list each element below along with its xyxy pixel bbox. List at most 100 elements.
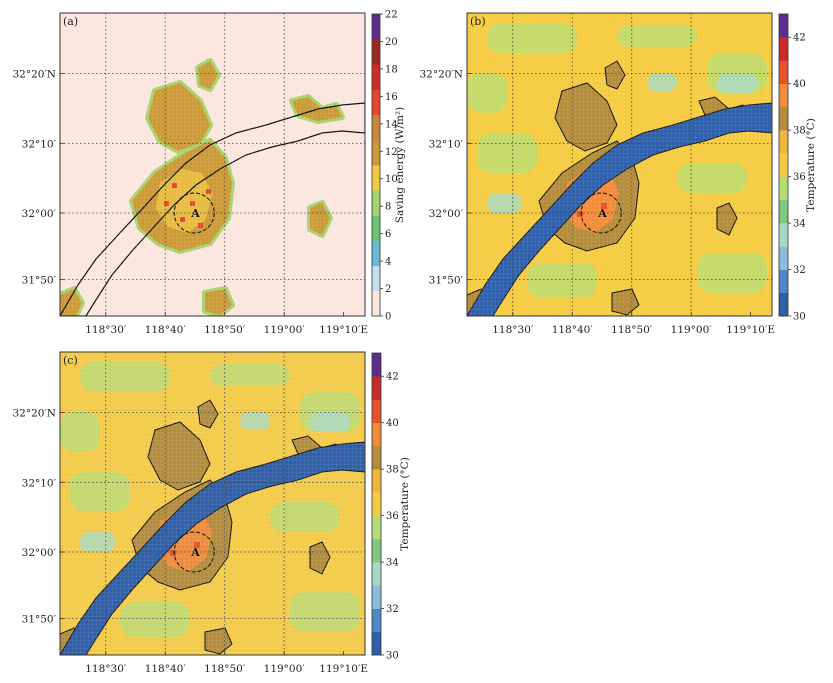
colorbar-segment	[372, 538, 381, 563]
point-a-label: A	[597, 207, 607, 220]
point-a-label: A	[190, 207, 200, 220]
map-content: A (b)	[467, 13, 772, 316]
colorbar-tick-label: 40	[386, 418, 399, 429]
colorbar-frame	[371, 352, 382, 656]
map-frame	[59, 12, 366, 317]
colorbar-tick-label: 36	[386, 511, 399, 522]
map-content: A (c)	[60, 352, 365, 655]
colorbar-tick-label: 8	[385, 202, 391, 213]
colorbar-segment	[372, 190, 380, 216]
colorbar-tick-label: 32	[386, 604, 399, 615]
map-content: A (a)	[60, 13, 365, 316]
colorbar-tick-label: 30	[386, 651, 399, 662]
y-tick-label: 31°50′	[22, 275, 57, 287]
x-tick-label: 119°10′E	[319, 324, 368, 336]
colorbar-label: Temperature (°C)	[399, 457, 411, 551]
map-frame	[466, 12, 773, 317]
colorbar-segment	[372, 492, 381, 516]
colorbar-tick-label: 32	[793, 265, 806, 276]
y-tick-label: 32°10′	[429, 138, 464, 150]
x-tick-label: 119°10′E	[319, 663, 368, 675]
colorbar-tick-label: 22	[385, 10, 398, 21]
colorbar-tick-label: 2	[385, 284, 391, 295]
x-tick-label: 118°40′	[145, 663, 187, 675]
y-tick-label: 32°20′N	[12, 408, 56, 420]
colorbar-segment	[779, 223, 788, 247]
colorbar-label: Temperature (°C)	[805, 118, 817, 212]
y-tick-label: 32°20′N	[419, 69, 463, 81]
colorbar-tick-label: 38	[386, 465, 399, 476]
cell-grid-overlay	[60, 352, 365, 655]
colorbar-segment	[372, 139, 380, 166]
colorbar-segment	[372, 399, 381, 423]
colorbar-segment	[779, 176, 788, 201]
y-tick-label: 32°00′	[429, 208, 464, 220]
colorbar-segment	[372, 89, 380, 115]
colorbar-segment	[779, 14, 788, 38]
colorbar-segment	[372, 608, 381, 633]
colorbar-segment	[372, 422, 381, 447]
colorbar-tick-label: 18	[385, 64, 398, 75]
map-area: A (c)	[60, 352, 365, 655]
colorbar-tick-label: 14	[385, 119, 398, 130]
colorbar-tick-label: 4	[385, 257, 391, 268]
map-panel-3: A (c) 118°30′ 118°40′ 118°50′ 119°00′ 119°10′E…	[12, 351, 411, 675]
panel-label: (c)	[63, 354, 78, 367]
x-tick-label: 119°00′	[264, 324, 306, 336]
y-tick-label: 32°20′N	[12, 69, 56, 81]
map-panel-1: A (a) 118°30′ 118°40′ 118°50′ 119°00′ 119°10′E…	[12, 10, 406, 337]
y-tick-label: 32°10′	[22, 477, 57, 489]
colorbar-segment	[372, 265, 380, 292]
colorbar-segment	[372, 562, 381, 586]
point-a-circle	[173, 192, 215, 234]
colorbar: 30 32 34 36 38 40 42 Temperature (°C)	[371, 352, 411, 662]
colorbar-segment	[372, 290, 380, 317]
colorbar-segment	[372, 515, 381, 540]
cell-grid-overlay	[467, 13, 772, 316]
colorbar-segment	[779, 246, 788, 270]
colorbar-segment	[779, 199, 788, 224]
colorbar-tick-label: 38	[793, 126, 806, 137]
colorbar-segment	[779, 83, 788, 108]
panel-label: (a)	[63, 15, 78, 28]
colorbar-segment	[372, 353, 381, 377]
x-tick-label: 119°00′	[264, 663, 306, 675]
x-tick-label: 118°40′	[145, 324, 187, 336]
colorbar-segment	[372, 165, 380, 191]
point-a-label: A	[190, 546, 200, 559]
colorbar-segment	[372, 240, 380, 266]
colorbar-tick-label: 6	[385, 229, 391, 240]
map-panel-2: A (b) 118°30′ 118°40′ 118°50′ 119°00′ 119°10′E…	[419, 12, 817, 336]
map-frame	[59, 351, 366, 656]
colorbar-segment	[779, 292, 788, 317]
colorbar-segment	[372, 469, 381, 493]
y-tick-label: 32°00′	[22, 208, 57, 220]
colorbar-segment	[372, 39, 380, 65]
x-tick-label: 118°40′	[552, 324, 594, 336]
colorbar-frame	[778, 13, 789, 317]
colorbar-tick-label: 34	[386, 558, 399, 569]
x-tick-label: 119°10′E	[726, 324, 775, 336]
colorbar-segment	[372, 14, 380, 40]
colorbar-tick-label: 34	[793, 219, 806, 230]
colorbar-tick-label: 42	[386, 372, 399, 383]
x-tick-label: 118°50′	[611, 324, 653, 336]
colorbar-tick-label: 40	[793, 79, 806, 90]
colorbar-segment	[779, 37, 788, 61]
x-tick-label: 118°50′	[204, 324, 246, 336]
colorbar-tick-label: 30	[793, 312, 806, 323]
colorbar: 0 2 4 6 8 10 12 14 16 18 20 22 Saving energy (W/m²)	[371, 10, 406, 323]
y-tick-label: 31°50′	[22, 614, 57, 626]
colorbar-segment	[372, 215, 380, 241]
colorbar-tick-label: 42	[793, 33, 806, 44]
colorbar-segment	[372, 114, 380, 141]
y-tick-label: 31°50′	[429, 275, 464, 287]
colorbar-tick-label: 12	[385, 147, 398, 158]
colorbar: 30 32 34 36 38 40 42 Temperature (°C)	[778, 13, 817, 323]
colorbar-segment	[372, 64, 380, 90]
colorbar-tick-label: 10	[385, 174, 398, 185]
colorbar-segment	[779, 269, 788, 294]
x-tick-label: 118°30′	[85, 663, 127, 675]
colorbar-segment	[372, 631, 381, 656]
